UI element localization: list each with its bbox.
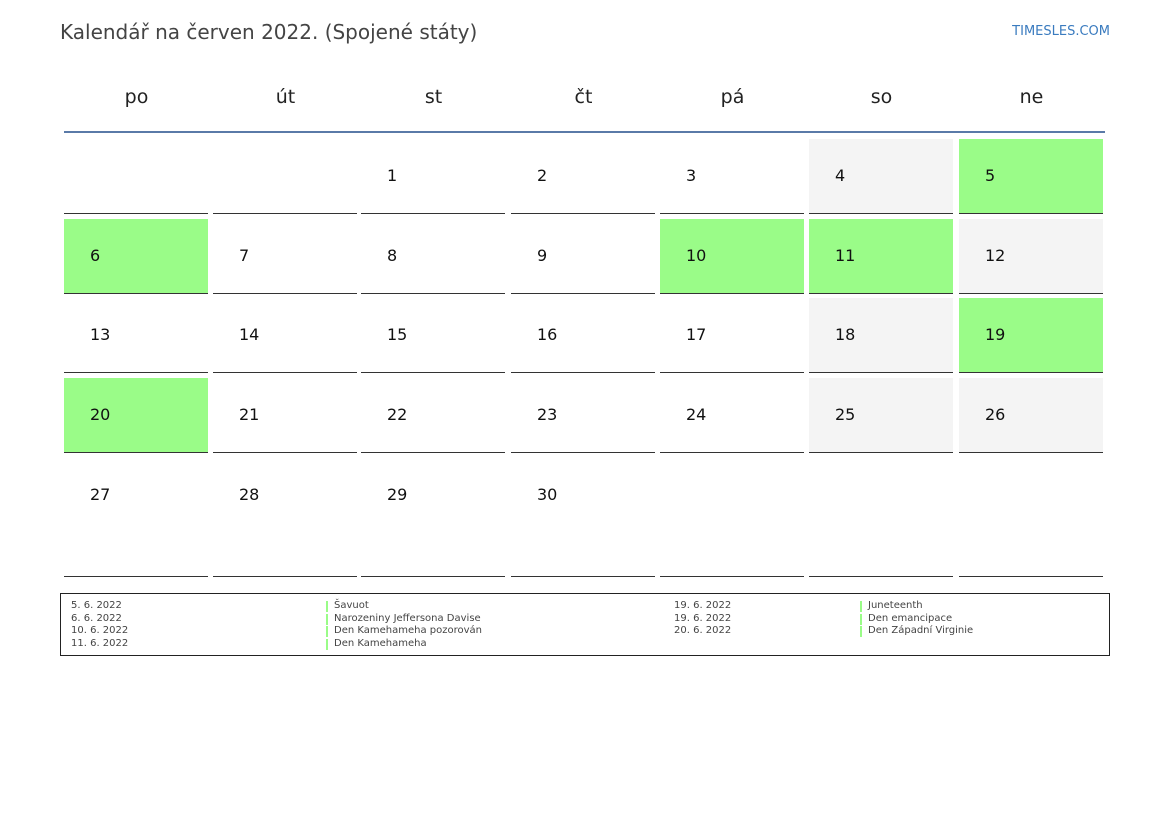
- day-number: 28: [239, 485, 260, 504]
- day-number: 23: [537, 405, 558, 424]
- weekday-header: út: [275, 86, 296, 108]
- holiday-name: Den emancipace: [868, 612, 953, 624]
- holiday-name: Den Západní Virginie: [868, 625, 974, 636]
- day-number: 25: [835, 405, 856, 424]
- day-cell: [213, 298, 357, 373]
- day-number: 15: [387, 325, 408, 344]
- day-number: 21: [239, 405, 260, 424]
- day-number: 6: [90, 246, 101, 265]
- holiday-date: 11. 6. 2022: [71, 637, 129, 649]
- day-cell: [660, 219, 804, 294]
- day-number: 7: [239, 246, 250, 265]
- holiday-name: Den Kamehameha: [334, 637, 427, 649]
- day-number: 11: [835, 246, 856, 265]
- holiday-date: 10. 6. 2022: [71, 625, 129, 636]
- day-number: 20: [90, 405, 111, 424]
- holiday-date: 19. 6. 2022: [674, 600, 732, 611]
- day-number: 27: [90, 485, 111, 504]
- weekday-header: ne: [1019, 86, 1044, 108]
- day-cell: [213, 219, 357, 294]
- day-number: 14: [239, 325, 260, 344]
- day-cell: [660, 139, 804, 214]
- day-cell: [660, 378, 804, 453]
- day-number: 9: [537, 246, 548, 265]
- day-number: 8: [387, 246, 398, 265]
- holiday-name: Juneteenth: [868, 600, 923, 611]
- day-number: 3: [686, 166, 697, 185]
- day-number: 2: [537, 166, 548, 185]
- day-cell: [64, 219, 208, 294]
- day-number: 26: [985, 405, 1006, 424]
- day-cell: [959, 378, 1103, 453]
- day-number: 10: [686, 246, 707, 265]
- day-cell: [809, 298, 953, 373]
- day-cell: [361, 298, 505, 373]
- holiday-marker: [860, 601, 862, 612]
- holiday-marker: [326, 601, 328, 612]
- holiday-date: 5. 6. 2022: [71, 600, 122, 611]
- holiday-name: Šavuot: [334, 600, 369, 611]
- holiday-name: Den Kamehameha pozorován: [334, 625, 483, 636]
- day-cell: [511, 378, 655, 453]
- day-cell: [361, 139, 505, 214]
- weekday-header: st: [424, 86, 443, 108]
- day-number: 30: [537, 485, 558, 504]
- day-cell: [511, 458, 655, 577]
- holiday-marker: [326, 638, 328, 650]
- holiday-box: [60, 593, 1110, 656]
- day-number: 29: [387, 485, 408, 504]
- day-number: 18: [835, 325, 856, 344]
- holiday-marker: [326, 626, 328, 637]
- day-cell: [959, 139, 1103, 214]
- day-number: 1: [387, 166, 398, 185]
- day-number: 4: [835, 166, 846, 185]
- header-rule: [64, 131, 1105, 133]
- day-cell: [213, 458, 357, 577]
- holiday-date: 19. 6. 2022: [674, 612, 732, 624]
- title: Kalendář na červen 2022. (Spojené státy): [60, 20, 478, 44]
- day-cell: [959, 458, 1103, 577]
- weekday-header: čt: [574, 86, 593, 108]
- day-number: 24: [686, 405, 707, 424]
- holiday-marker: [326, 613, 328, 625]
- day-cell: [64, 298, 208, 373]
- day-cell: [511, 139, 655, 214]
- day-cell: [660, 458, 804, 577]
- day-cell: [64, 139, 208, 214]
- holiday-name: Narozeniny Jeffersona Davise: [334, 612, 481, 624]
- day-cell: [959, 219, 1103, 294]
- day-cell: [361, 378, 505, 453]
- day-number: 5: [985, 166, 996, 185]
- day-cell: [959, 298, 1103, 373]
- day-cell: [660, 298, 804, 373]
- day-number: 19: [985, 325, 1006, 344]
- day-number: 16: [537, 325, 558, 344]
- day-cell: [809, 458, 953, 577]
- day-number: 17: [686, 325, 707, 344]
- day-cell: [361, 458, 505, 577]
- day-cell: [809, 378, 953, 453]
- day-cell: [809, 219, 953, 294]
- holiday-date: 6. 6. 2022: [71, 612, 122, 624]
- day-cell: [213, 378, 357, 453]
- day-cell: [511, 298, 655, 373]
- holiday-marker: [860, 626, 862, 637]
- day-cell: [64, 378, 208, 453]
- weekday-header: so: [870, 86, 893, 108]
- holiday-date: 20. 6. 2022: [674, 625, 732, 636]
- weekday-header: pá: [720, 86, 745, 108]
- day-cell: [361, 219, 505, 294]
- weekday-header: po: [124, 86, 149, 108]
- day-number: 13: [90, 325, 111, 344]
- day-cell: [511, 219, 655, 294]
- day-number: 12: [985, 246, 1006, 265]
- day-number: 22: [387, 405, 408, 424]
- holiday-marker: [860, 613, 862, 625]
- site-link[interactable]: TIMESLES.COM: [1012, 24, 1110, 39]
- day-cell: [213, 139, 357, 214]
- day-cell: [809, 139, 953, 214]
- day-cell: [64, 458, 208, 577]
